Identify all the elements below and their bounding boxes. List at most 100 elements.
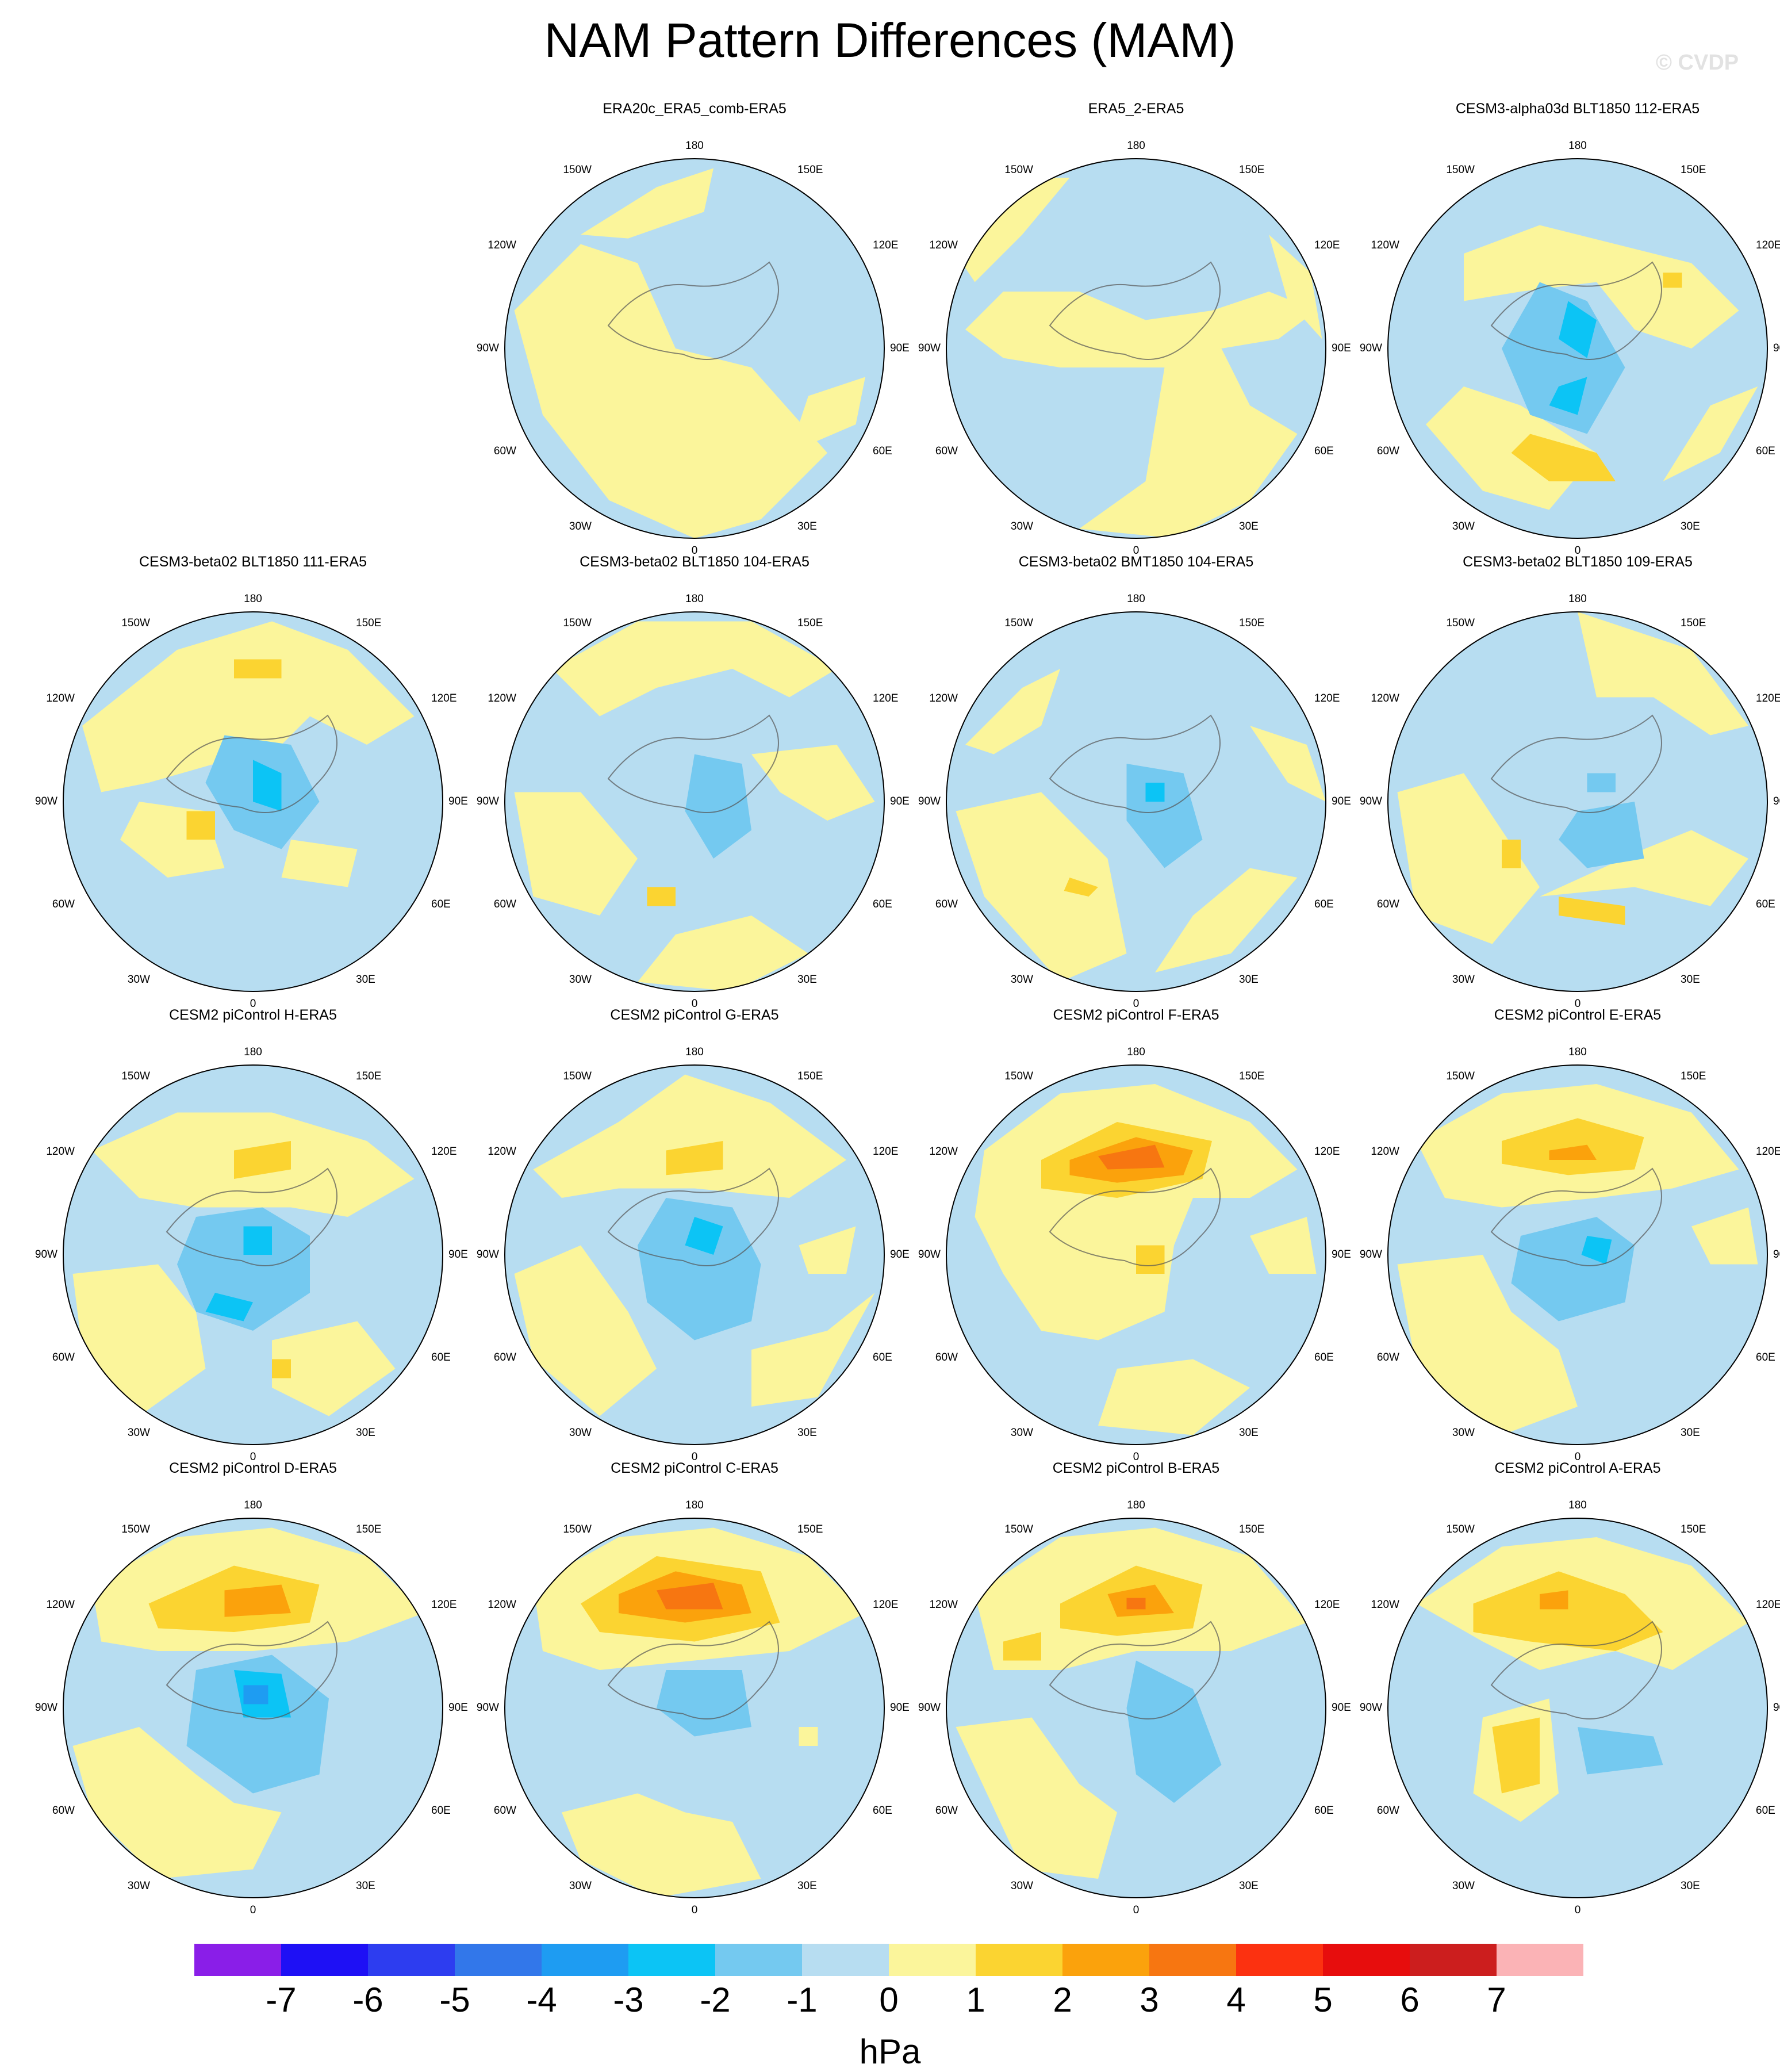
longitude-label: 60E [431, 1805, 451, 1817]
longitude-label: 60E [1314, 445, 1334, 457]
map-panel: CESM2 piControl D-ERA5 180 0 90E 90W 150E 120E… [34, 1458, 471, 1916]
longitude-label: 0 [1575, 1904, 1581, 1916]
longitude-label: 150W [1004, 1523, 1033, 1535]
contour-region [272, 1359, 291, 1378]
longitude-label: 150E [356, 1523, 381, 1535]
contour-region [514, 792, 638, 916]
map-border [63, 1518, 443, 1898]
colorbar-swatch [542, 1944, 628, 1976]
colorbar-swatch [1236, 1944, 1323, 1976]
longitude-label: 30E [356, 1880, 375, 1892]
longitude-label: 0 [692, 1904, 698, 1916]
longitude-label: 150W [1004, 617, 1033, 629]
longitude-label: 150W [1004, 1070, 1033, 1082]
contour-region [1578, 1727, 1663, 1775]
contour-region [72, 1264, 206, 1416]
map-border [504, 1518, 885, 1898]
contour-region [799, 1727, 818, 1746]
contour-region [647, 887, 676, 906]
longitude-label: 60E [873, 1351, 892, 1364]
contour-region [1578, 612, 1748, 736]
colorbar-tick-label: -7 [266, 1981, 296, 2019]
contour-region [975, 1084, 1298, 1341]
contour-region [1250, 1217, 1317, 1274]
polar-map: 180 0 90E 90W 150E 120E 150W 120W 60E 30E 60W 30W [477, 593, 910, 1010]
longitude-label: 150E [1239, 1070, 1264, 1082]
map-border [1387, 1064, 1768, 1445]
longitude-label: 120W [929, 1146, 958, 1158]
longitude-label: 90W [918, 1248, 941, 1261]
longitude-label: 0 [1133, 1904, 1140, 1916]
colorbar-swatch [1149, 1944, 1236, 1976]
contour-region [1502, 840, 1521, 868]
colorbar-tick-label: -4 [526, 1981, 557, 2019]
longitude-label: 120W [488, 1599, 516, 1611]
longitude-label: 180 [685, 1046, 704, 1058]
longitude-label: 60W [52, 1805, 75, 1817]
longitude-label: 90E [890, 795, 910, 807]
longitude-label: 90W [477, 1702, 499, 1714]
map-border [504, 1064, 885, 1445]
longitude-label: 90E [890, 342, 910, 354]
longitude-label: 0 [250, 1451, 256, 1463]
panel-title: CESM2 piControl F-ERA5 [1053, 1007, 1219, 1023]
longitude-label: 90E [890, 1702, 910, 1714]
map-border [63, 611, 443, 992]
longitude-label: 30W [128, 1427, 150, 1439]
colorbar-tick-label: 7 [1487, 1981, 1506, 2019]
map-panel: CESM3-beta02 BLT1850 111-ERA5 180 0 90E 90W 1… [34, 552, 471, 1010]
longitude-label: 150E [356, 617, 381, 629]
map-border [946, 158, 1326, 539]
colorbar-tick-label: 3 [1140, 1981, 1158, 2019]
coastline [1049, 261, 1221, 360]
map-border [1387, 1518, 1768, 1898]
longitude-label: 60W [935, 898, 958, 910]
longitude-label: 120E [1756, 1599, 1780, 1611]
longitude-label: 60E [873, 898, 892, 910]
contour-region [1464, 225, 1739, 348]
map-panel: CESM3-beta02 BMT1850 104-ERA5 180 0 90E 90W 1… [918, 552, 1355, 1010]
colorbar-tick-label: 0 [879, 1981, 898, 2019]
contour-region [751, 1293, 875, 1407]
longitude-label: 30E [356, 1427, 375, 1439]
longitude-label: 120E [1314, 239, 1340, 251]
polar-map: 180 0 90E 90W 150E 120E 150W 120W 60E 30E 60W 30W [35, 593, 468, 1010]
polar-map: 180 0 90E 90W 150E 120E 150W 120W 60E 30E 60W 30W [1360, 593, 1780, 1010]
colorbar-swatch [281, 1944, 368, 1976]
contour-region [1136, 1245, 1165, 1274]
contour-region [1126, 1598, 1146, 1610]
longitude-label: 90E [1332, 1248, 1351, 1261]
longitude-label: 60E [1756, 898, 1775, 910]
map-panel: CESM2 piControl F-ERA5 180 0 90E 90W 150E 120E… [918, 1005, 1355, 1463]
longitude-label: 120W [929, 692, 958, 704]
contour-region [1502, 1118, 1644, 1175]
longitude-label: 90W [1360, 342, 1382, 354]
contour-region [243, 1226, 272, 1255]
longitude-label: 30W [1452, 1880, 1475, 1892]
longitude-label: 120E [873, 239, 898, 251]
map-panel: CESM2 piControl A-ERA5 180 0 90E 90W 150E 120E… [1359, 1458, 1780, 1916]
longitude-label: 30E [1239, 1880, 1259, 1892]
longitude-label: 150W [121, 1523, 150, 1535]
map-border [504, 611, 885, 992]
longitude-label: 30E [797, 974, 817, 986]
longitude-label: 150E [1681, 617, 1706, 629]
longitude-label: 90W [35, 1248, 57, 1261]
colorbar: -7 -6 -5 -4 -3 -2 -1 0 1 2 3 4 5 6 7 [194, 1944, 1583, 2019]
longitude-label: 30W [1452, 1427, 1475, 1439]
longitude-label: 90W [1360, 1248, 1382, 1261]
longitude-label: 150E [1239, 617, 1264, 629]
contour-region [1549, 377, 1587, 415]
longitude-label: 180 [1127, 140, 1145, 152]
longitude-label: 30W [569, 1880, 592, 1892]
contour-region [205, 1293, 253, 1322]
colorbar-swatch [194, 1944, 281, 1976]
cvdp-watermark: © CVDP [1656, 51, 1739, 75]
longitude-label: 180 [1127, 1499, 1145, 1511]
longitude-label: 90W [35, 1702, 57, 1714]
map-border [504, 158, 885, 539]
longitude-label: 150E [797, 1070, 823, 1082]
colorbar-tick-label: 2 [1053, 1981, 1072, 2019]
longitude-label: 120E [431, 1599, 456, 1611]
panel-title: CESM2 piControl D-ERA5 [169, 1460, 337, 1476]
